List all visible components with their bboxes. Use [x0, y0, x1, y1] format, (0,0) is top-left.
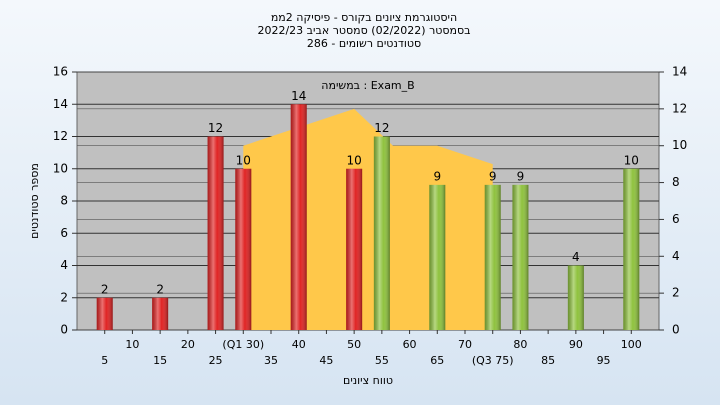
y-axis-label: מספר סטודנטים — [28, 163, 41, 239]
title-line: היסטוגרמת ציונים בקורס - פיסיקה 2ממ — [271, 11, 457, 24]
x-tick-label: 85 — [541, 354, 555, 367]
bar-shine — [484, 184, 501, 330]
y2-tick-label: 10 — [672, 138, 687, 152]
y-tick-label: 2 — [60, 290, 68, 304]
data-label: 9 — [517, 169, 525, 183]
data-label: 10 — [347, 153, 362, 167]
data-label: 10 — [236, 153, 251, 167]
y-tick-label: 4 — [60, 258, 68, 272]
x-tick-label: 5 — [101, 354, 108, 367]
x-tick-label: 65 — [430, 354, 444, 367]
x-tick-label: 25 — [209, 354, 223, 367]
x-tick-label: 70 — [458, 338, 472, 351]
y2-tick-label: 6 — [672, 212, 680, 226]
y2-tick-label: 2 — [672, 286, 680, 300]
bar-shine — [290, 104, 307, 330]
title-line: סטודנטים רשומים - 286 — [307, 37, 421, 50]
y2-tick-label: 4 — [672, 249, 680, 263]
x-tick-label: 95 — [597, 354, 611, 367]
x-tick-label: 10 — [125, 338, 139, 351]
x-tick-label: 60 — [403, 338, 417, 351]
y-tick-label: 0 — [60, 323, 68, 337]
data-label: 2 — [156, 282, 164, 296]
y-tick-label: 8 — [60, 194, 68, 208]
y2-tick-label: 14 — [672, 65, 687, 79]
x-tick-label: 90 — [569, 338, 583, 351]
bar-shine — [207, 136, 224, 330]
bar-shine — [96, 297, 113, 330]
y2-tick-label: 12 — [672, 101, 687, 115]
x-tick-label: (Q1 30) — [222, 338, 264, 351]
data-label: 12 — [374, 121, 389, 135]
x-tick-label: 80 — [513, 338, 527, 351]
bar-shine — [567, 265, 584, 330]
bar-shine — [623, 168, 640, 330]
data-label: 10 — [624, 153, 639, 167]
data-label: 2 — [101, 282, 109, 296]
bar-shine — [512, 184, 529, 330]
bar-shine — [373, 136, 390, 330]
y-tick-label: 12 — [53, 129, 68, 143]
bar-shine — [152, 297, 169, 330]
y-tick-label: 6 — [60, 226, 68, 240]
bar-shine — [429, 184, 446, 330]
x-tick-label: 40 — [292, 338, 306, 351]
x-tick-label: 50 — [347, 338, 361, 351]
y-tick-label: 10 — [53, 161, 68, 175]
y-tick-label: 14 — [53, 97, 68, 111]
y2-tick-label: 0 — [672, 323, 680, 337]
x-tick-label: 100 — [621, 338, 642, 351]
bar-shine — [346, 168, 363, 330]
data-label: 14 — [291, 89, 306, 103]
data-label: 9 — [433, 169, 441, 183]
x-tick-label: (Q3 75) — [472, 354, 514, 367]
data-label: 9 — [489, 169, 497, 183]
y2-tick-label: 8 — [672, 175, 680, 189]
data-label: 12 — [208, 121, 223, 135]
x-tick-label: 20 — [181, 338, 195, 351]
x-tick-label: 15 — [153, 354, 167, 367]
x-tick-label: 35 — [264, 354, 278, 367]
x-axis-label: טווח ציונים — [343, 374, 393, 387]
title-line: בסמסטר (02/2022) סמסטר אביב 2022/23 — [257, 24, 470, 37]
bar-shine — [235, 168, 252, 330]
x-tick-label: 45 — [319, 354, 333, 367]
x-tick-label: 55 — [375, 354, 389, 367]
data-label: 4 — [572, 250, 580, 264]
y-tick-label: 16 — [53, 65, 68, 79]
annotation: במשימה : Exam_B — [321, 79, 414, 92]
